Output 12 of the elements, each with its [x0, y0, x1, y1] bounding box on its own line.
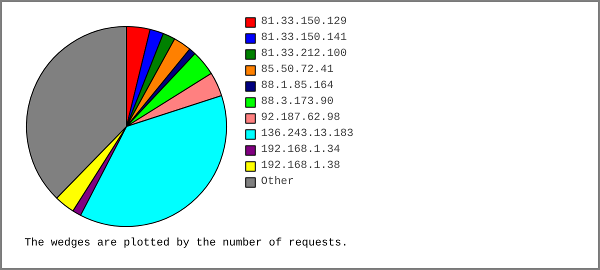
- legend-label: 136.243.13.183: [261, 128, 354, 140]
- legend-label: 88.1.85.164: [261, 80, 334, 92]
- legend-label: Other: [261, 176, 294, 188]
- legend-label: 88.3.173.90: [261, 96, 334, 108]
- legend-label: 192.168.1.34: [261, 144, 340, 156]
- legend-label: 85.50.72.41: [261, 64, 334, 76]
- legend-label: 92.187.62.98: [261, 112, 340, 124]
- legend-label: 81.33.150.129: [261, 16, 347, 28]
- text: The wedges are plotted by the number of requests.: [24, 238, 348, 250]
- legend-label: 192.168.1.38: [261, 160, 340, 172]
- legend-label: 81.33.150.141: [261, 32, 347, 44]
- legend-label: 81.33.212.100: [261, 48, 347, 60]
